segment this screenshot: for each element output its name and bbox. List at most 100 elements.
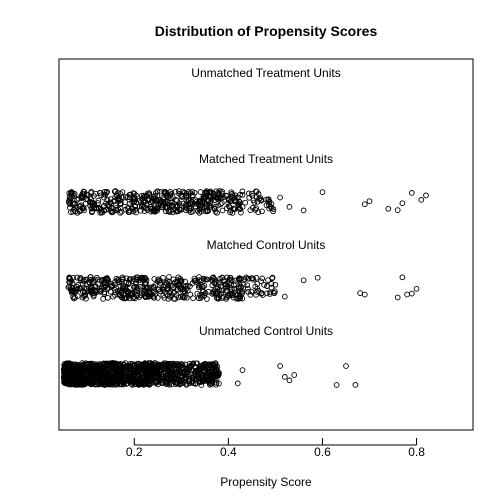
data-point (236, 198, 242, 205)
data-point (413, 285, 420, 292)
data-point (240, 281, 247, 288)
data-point (120, 282, 126, 289)
data-point (253, 188, 260, 195)
data-point (212, 371, 219, 378)
data-point (150, 195, 157, 202)
data-point (277, 194, 283, 201)
group-4: Unmatched Control Units (60, 324, 359, 388)
data-point (140, 192, 147, 199)
data-point (211, 205, 218, 212)
data-point (394, 294, 401, 301)
data-point (66, 199, 72, 206)
data-point (154, 207, 160, 214)
data-point (269, 275, 276, 282)
data-point (72, 208, 79, 215)
data-point (102, 276, 109, 282)
data-point (122, 377, 129, 384)
data-point (190, 295, 196, 302)
data-point (206, 369, 213, 376)
data-point (170, 276, 177, 283)
data-point (69, 378, 75, 384)
data-point (142, 275, 149, 282)
data-point (194, 290, 201, 297)
data-point (225, 293, 232, 299)
data-point (81, 278, 87, 285)
data-point (98, 287, 105, 294)
data-point (69, 190, 76, 197)
data-point (239, 191, 246, 198)
data-point (286, 377, 293, 384)
data-point (238, 209, 244, 216)
data-point (175, 274, 182, 281)
data-point (248, 288, 255, 295)
group-label: Matched Control Units (207, 238, 326, 252)
data-point (173, 375, 180, 382)
data-point (72, 361, 79, 368)
data-point (197, 291, 203, 298)
data-point (151, 285, 157, 291)
data-point (100, 296, 106, 302)
data-point (291, 372, 298, 378)
data-point (69, 366, 76, 373)
data-point (95, 197, 102, 204)
data-point (214, 209, 220, 216)
data-point (225, 196, 232, 202)
data-point (212, 278, 219, 285)
data-point (126, 276, 133, 283)
data-point (249, 190, 255, 197)
data-point (98, 208, 105, 215)
data-point (120, 276, 126, 282)
data-point (352, 382, 359, 388)
data-point (110, 293, 116, 300)
group-3: Matched Control Units (65, 238, 420, 302)
data-point (169, 194, 176, 200)
data-point (259, 208, 265, 215)
data-point (236, 201, 243, 208)
data-point (123, 279, 130, 286)
data-point (169, 292, 175, 298)
data-point (134, 285, 141, 291)
data-point (300, 207, 307, 214)
data-point (100, 362, 107, 369)
data-point (236, 293, 243, 300)
data-point (158, 204, 165, 211)
data-point (286, 204, 293, 210)
data-point (156, 196, 162, 203)
data-point (183, 374, 190, 381)
data-point (211, 197, 218, 203)
data-point (76, 285, 83, 291)
data-point (193, 200, 200, 207)
data-point (98, 370, 105, 376)
data-point (118, 377, 125, 384)
data-point (151, 289, 158, 295)
group-label: Unmatched Control Units (199, 324, 333, 338)
data-point (79, 360, 86, 366)
data-point (104, 294, 111, 301)
data-point (227, 209, 233, 216)
data-point (408, 190, 415, 196)
data-point (408, 290, 415, 297)
data-point (161, 360, 168, 367)
data-point (423, 192, 429, 199)
data-point (219, 207, 226, 214)
data-point (116, 279, 122, 286)
data-point (197, 281, 203, 288)
data-point (197, 295, 204, 301)
data-point (81, 289, 88, 296)
data-point (261, 282, 267, 288)
data-point (101, 381, 108, 388)
data-point (96, 375, 103, 382)
data-point (164, 362, 171, 368)
data-point (204, 296, 210, 302)
data-point (152, 369, 159, 375)
data-point (127, 290, 134, 297)
data-point (357, 290, 363, 296)
data-point (314, 274, 321, 281)
data-point (206, 189, 213, 196)
data-point (215, 295, 222, 302)
data-point (148, 293, 154, 299)
data-point (111, 287, 118, 293)
data-point (89, 285, 95, 291)
data-point (172, 296, 178, 302)
data-point (219, 274, 226, 281)
